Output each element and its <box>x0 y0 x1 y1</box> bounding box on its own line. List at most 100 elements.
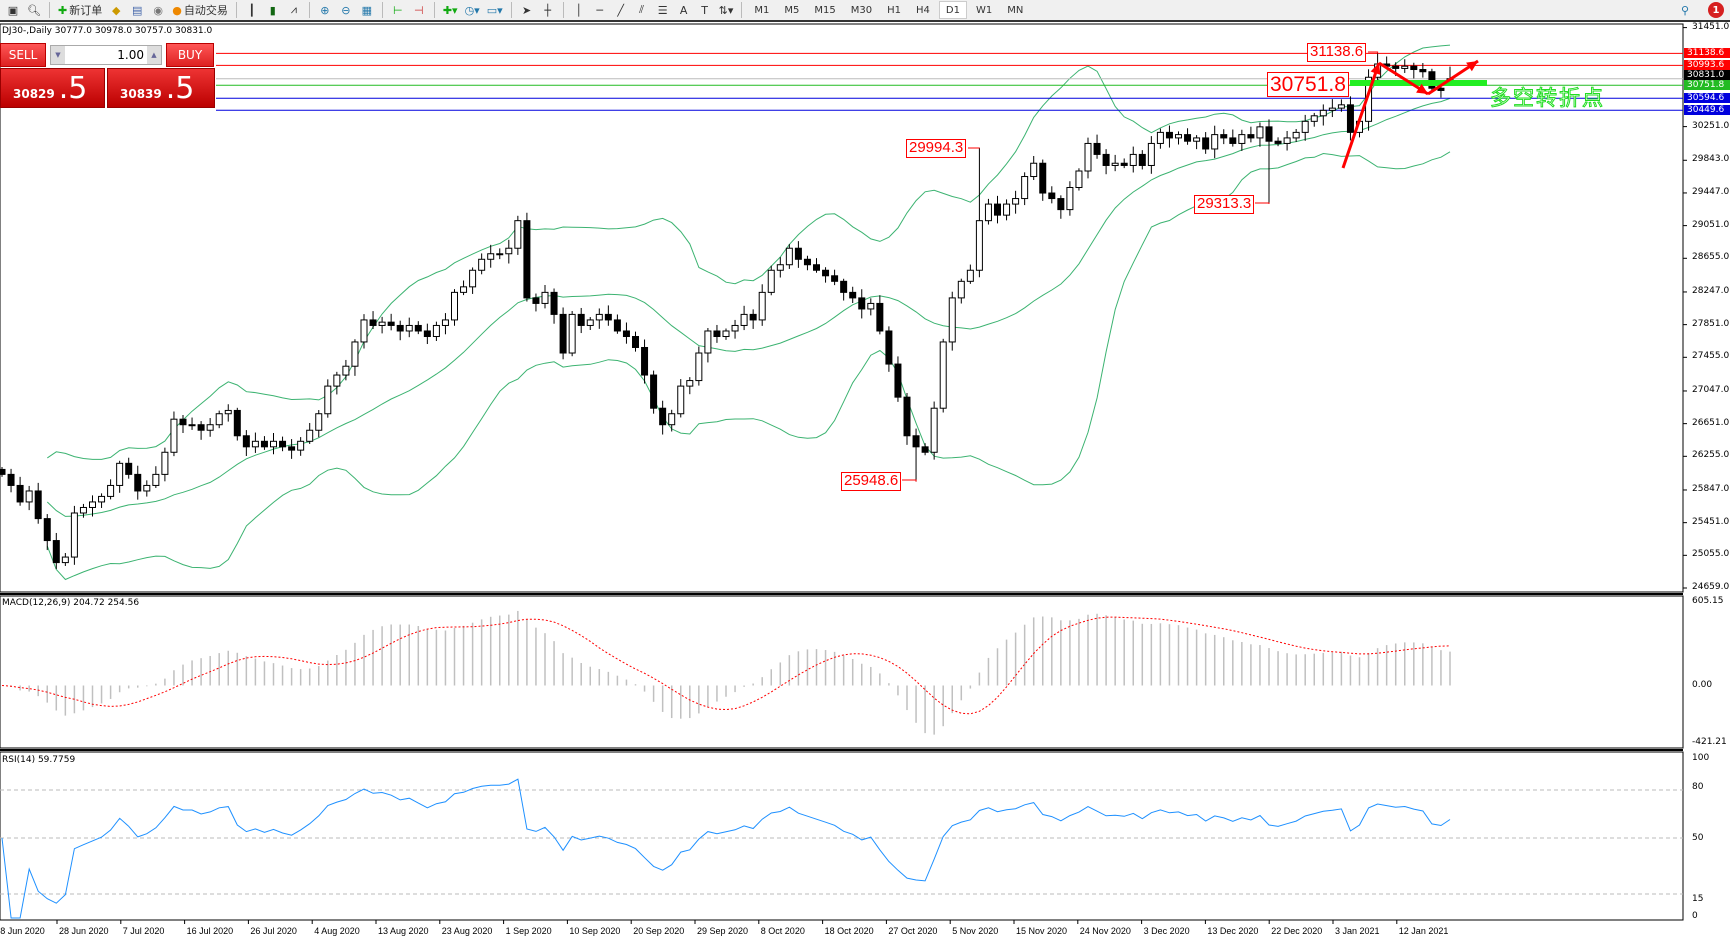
chart-shift-icon[interactable]: ⊣ <box>414 3 424 17</box>
periods-clock-icon[interactable]: ◷▾ <box>464 3 480 17</box>
text-label-icon[interactable]: T <box>701 3 708 17</box>
price-level-tag: 30993.6 <box>1684 60 1730 71</box>
date-label: 13 Aug 2020 <box>378 926 429 936</box>
candle-body <box>387 321 395 326</box>
arrows-icon[interactable]: ⇅▾ <box>718 3 734 17</box>
sell-button[interactable]: SELL <box>0 43 46 67</box>
horizontal-line-icon[interactable]: ─ <box>596 3 603 17</box>
candle-body <box>1410 65 1418 71</box>
pivot-point-text[interactable]: 多空转折点 <box>1490 86 1605 111</box>
navigator-icon[interactable]: ▤ <box>132 3 143 17</box>
candle-body <box>197 424 205 431</box>
candle-body <box>1138 153 1146 166</box>
timeframe-d1[interactable]: D1 <box>938 1 967 19</box>
annotation-low-label[interactable]: 29313.3 <box>1194 195 1255 214</box>
timeframe-h4[interactable]: H4 <box>915 4 930 16</box>
candle-body <box>1401 65 1409 69</box>
indicators-icon[interactable]: ✚▾ <box>442 3 458 17</box>
timeframe-w1[interactable]: W1 <box>975 4 993 16</box>
notification-badge[interactable]: 1 <box>1708 2 1724 18</box>
annotation-connector <box>902 479 917 482</box>
cursor-icon[interactable]: ➤ <box>522 3 532 17</box>
candle-body <box>912 435 920 448</box>
annotation-connector <box>1368 51 1379 54</box>
candle-body <box>1030 162 1038 178</box>
candle-body <box>351 341 359 367</box>
candle-body <box>632 336 639 348</box>
candle-body <box>360 319 368 343</box>
zoom-search-icon[interactable]: 🔍︎ <box>27 3 41 17</box>
annotation-high-label[interactable]: 31138.6 <box>1307 43 1367 62</box>
rsi-pane-frame <box>0 751 1684 921</box>
candle-body <box>622 330 630 338</box>
date-label: 16 Jul 2020 <box>186 926 234 936</box>
timeframe-m1[interactable]: M1 <box>754 4 770 16</box>
line-chart-icon[interactable]: ⩘ <box>290 3 297 16</box>
crosshair-icon[interactable]: ┼ <box>544 3 551 17</box>
templates-icon[interactable]: ▭▾ <box>486 3 503 17</box>
candle-body <box>432 324 440 338</box>
date-label: 20 Sep 2020 <box>633 926 685 936</box>
candle-body <box>441 319 449 326</box>
trendline-icon[interactable]: ╱ <box>617 3 624 17</box>
equidistant-channel-icon[interactable]: ⫽ <box>639 3 645 16</box>
date-label: 24 Nov 2020 <box>1079 926 1131 936</box>
candle-body <box>550 291 558 315</box>
price-level-tag: 30449.6 <box>1684 105 1730 116</box>
metaeditor-icon[interactable]: ◆ <box>111 3 121 17</box>
timeframe-mn[interactable]: MN <box>1007 4 1024 16</box>
new-order-button[interactable]: ✚ 新订单 <box>58 3 103 18</box>
candle-body <box>378 321 386 326</box>
zoom-in-icon[interactable]: ⊕ <box>320 3 330 17</box>
candle-body <box>514 220 522 249</box>
chart-window-icon[interactable]: ▣ <box>7 3 19 17</box>
candle-body <box>297 440 305 451</box>
zoom-out-icon[interactable]: ⊖ <box>341 3 351 17</box>
candle-body <box>577 313 585 326</box>
timeframe-m30[interactable]: M30 <box>850 4 873 16</box>
tile-windows-icon[interactable]: ▦ <box>361 3 373 17</box>
vertical-line-icon[interactable]: │ <box>575 3 582 17</box>
date-label: 13 Dec 2020 <box>1207 926 1259 936</box>
sell-price-button[interactable]: 30829.5 <box>0 68 105 108</box>
lot-decrease-button[interactable]: ▼ <box>51 46 65 64</box>
lot-size-input[interactable]: 1.00 <box>117 48 144 62</box>
lot-size-stepper[interactable]: ▼ 1.00 ▲ <box>50 45 162 65</box>
timeframe-h1[interactable]: H1 <box>887 4 901 16</box>
date-label: 12 Jan 2021 <box>1398 926 1449 936</box>
candle-body <box>586 319 594 326</box>
candle-body <box>0 468 6 475</box>
candle-body <box>604 313 612 321</box>
signals-icon[interactable]: ◉ <box>153 3 164 17</box>
price-axis-label: 29051.0 <box>1692 219 1730 230</box>
buy-price-button[interactable]: 30839.5 <box>107 68 215 108</box>
candle-body <box>975 220 983 271</box>
annotation-low-label[interactable]: 25948.6 <box>841 472 902 491</box>
auto-trading-button[interactable]: ● 自动交易 <box>172 3 228 18</box>
lot-increase-button[interactable]: ▲ <box>147 46 161 64</box>
candle-body <box>1265 126 1273 142</box>
macd-signal-line <box>1 616 1451 715</box>
text-icon[interactable]: A <box>679 3 688 17</box>
buy-button[interactable]: BUY <box>166 43 214 67</box>
price-axis-label: 29447.0 <box>1692 186 1730 197</box>
price-axis-label: 28655.0 <box>1692 252 1730 263</box>
candle-body <box>1012 198 1020 205</box>
annotation-connector <box>1255 202 1270 204</box>
annotation-pivot-label[interactable]: 30751.8 <box>1267 72 1349 98</box>
auto-trading-icon: ● <box>172 3 182 17</box>
price-level-tag: 30751.8 <box>1684 80 1730 91</box>
candle-body <box>206 424 214 431</box>
candle-body <box>1156 131 1164 144</box>
timeframe-m5[interactable]: M5 <box>784 4 800 16</box>
candle-body <box>813 264 820 271</box>
fibonacci-icon[interactable]: ☰ <box>657 3 668 17</box>
candlestick-icon[interactable]: ▮ <box>269 3 276 17</box>
candle-body <box>613 319 621 332</box>
timeframe-m15[interactable]: M15 <box>814 4 836 16</box>
autoscroll-icon[interactable]: ⊢ <box>393 3 403 17</box>
annotation-high-label[interactable]: 29994.3 <box>906 139 967 158</box>
search-icon[interactable]: ⚲ <box>1680 3 1690 17</box>
bar-chart-icon[interactable]: ┃ <box>248 3 256 17</box>
